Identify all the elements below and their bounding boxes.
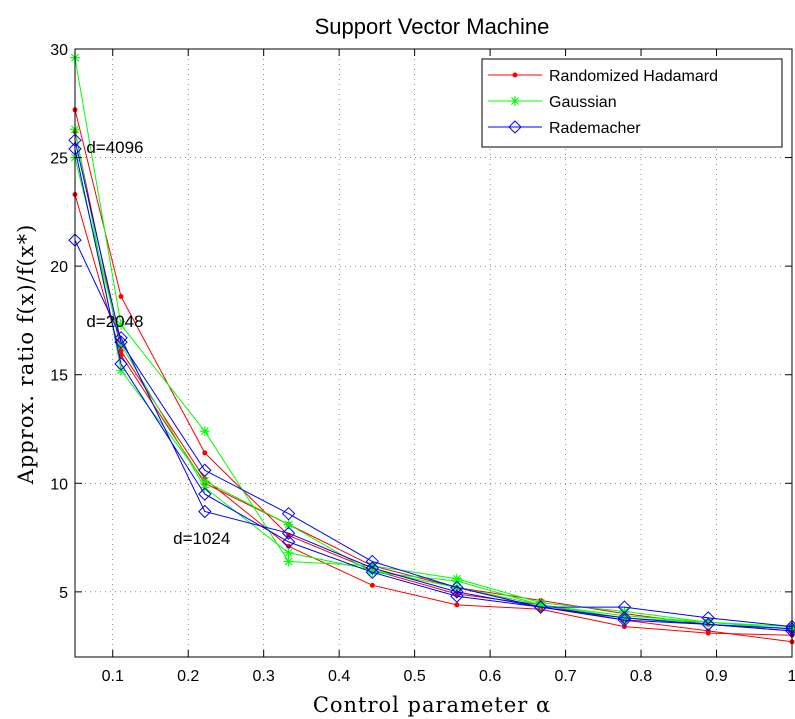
series-line xyxy=(74,129,793,630)
series-7 xyxy=(68,142,795,638)
data-point xyxy=(283,547,294,558)
legend-entry: Randomized Hadamard xyxy=(488,68,718,85)
data-point xyxy=(198,463,212,477)
y-tick-label: 30 xyxy=(50,42,68,59)
series-line xyxy=(74,148,793,632)
x-tick-label: 0.2 xyxy=(177,668,199,685)
data-point xyxy=(199,476,210,487)
y-axis-label: Approx. ratio f(x)/f(x*) xyxy=(14,224,38,486)
data-point xyxy=(703,617,714,628)
y-tick-label: 20 xyxy=(50,259,68,276)
x-tick-label: 0.4 xyxy=(328,668,350,685)
data-point xyxy=(199,426,210,437)
series-line xyxy=(74,131,793,636)
y-tick-label: 15 xyxy=(50,368,68,385)
annotation-label: d=4096 xyxy=(86,138,143,157)
series-line xyxy=(74,157,793,628)
series-8 xyxy=(68,233,795,636)
annotation-label: d=2048 xyxy=(86,312,143,331)
data-point xyxy=(202,450,208,456)
legend: Randomized Hadamard Gaussian Rademacher xyxy=(481,58,783,148)
series-line xyxy=(74,109,793,643)
data-point xyxy=(450,580,464,595)
x-tick-label: 0.9 xyxy=(705,668,727,685)
series-2 xyxy=(72,191,795,634)
series-4 xyxy=(70,124,795,634)
x-tick-label: 0.1 xyxy=(102,668,124,685)
legend-marker xyxy=(510,96,520,106)
data-point xyxy=(701,617,715,632)
data-point xyxy=(118,294,124,300)
series-line xyxy=(74,57,793,630)
data-point xyxy=(114,357,128,371)
data-point xyxy=(283,519,294,530)
legend-box xyxy=(481,58,783,148)
data-point xyxy=(450,585,464,599)
y-tick-label: 25 xyxy=(50,151,68,168)
legend-marker xyxy=(508,120,522,134)
data-point xyxy=(535,599,546,610)
legend-label: Randomized Hadamard xyxy=(549,68,718,85)
data-point xyxy=(281,506,296,521)
series-6 xyxy=(68,133,795,634)
series-1 xyxy=(72,129,795,638)
data-point xyxy=(198,487,212,501)
legend-label: Rademacher xyxy=(549,120,641,137)
data-point xyxy=(617,600,632,614)
data-point xyxy=(114,331,128,345)
x-tick-label: 1 xyxy=(788,668,795,685)
y-tick-label: 10 xyxy=(50,476,68,493)
data-point xyxy=(365,561,380,575)
series-line xyxy=(74,194,793,632)
x-tick-label: 0.6 xyxy=(479,668,501,685)
data-point xyxy=(116,319,127,330)
data-point xyxy=(369,582,375,588)
data-point xyxy=(617,611,632,625)
series-line xyxy=(74,239,793,630)
annotation-label: d=1024 xyxy=(173,529,230,548)
legend-entry: Rademacher xyxy=(488,120,641,137)
data-point xyxy=(454,602,460,608)
data-point xyxy=(533,600,548,614)
x-axis-label: Control parameter α xyxy=(313,693,551,717)
legend-marker xyxy=(512,72,518,78)
x-tick-label: 0.8 xyxy=(630,668,652,685)
data-point xyxy=(198,504,212,519)
data-point xyxy=(705,630,711,636)
annotations: d=4096 d=2048 d=1024 xyxy=(86,138,230,548)
data-point xyxy=(367,565,378,576)
series-0 xyxy=(72,107,795,645)
plot-frame xyxy=(74,48,793,658)
x-tick-label: 0.5 xyxy=(404,668,426,685)
series-5 xyxy=(70,152,795,632)
x-tick-label: 0.3 xyxy=(253,668,275,685)
y-tick-label: 5 xyxy=(59,585,68,602)
data-point xyxy=(283,556,294,567)
data-point xyxy=(281,535,296,549)
x-tick-label: 0.7 xyxy=(554,668,576,685)
chart-title: Support Vector Machine xyxy=(315,14,550,39)
data-point xyxy=(281,526,296,540)
series-line xyxy=(74,140,793,628)
legend-label: Gaussian xyxy=(549,94,617,111)
legend-entry: Gaussian xyxy=(488,94,617,111)
